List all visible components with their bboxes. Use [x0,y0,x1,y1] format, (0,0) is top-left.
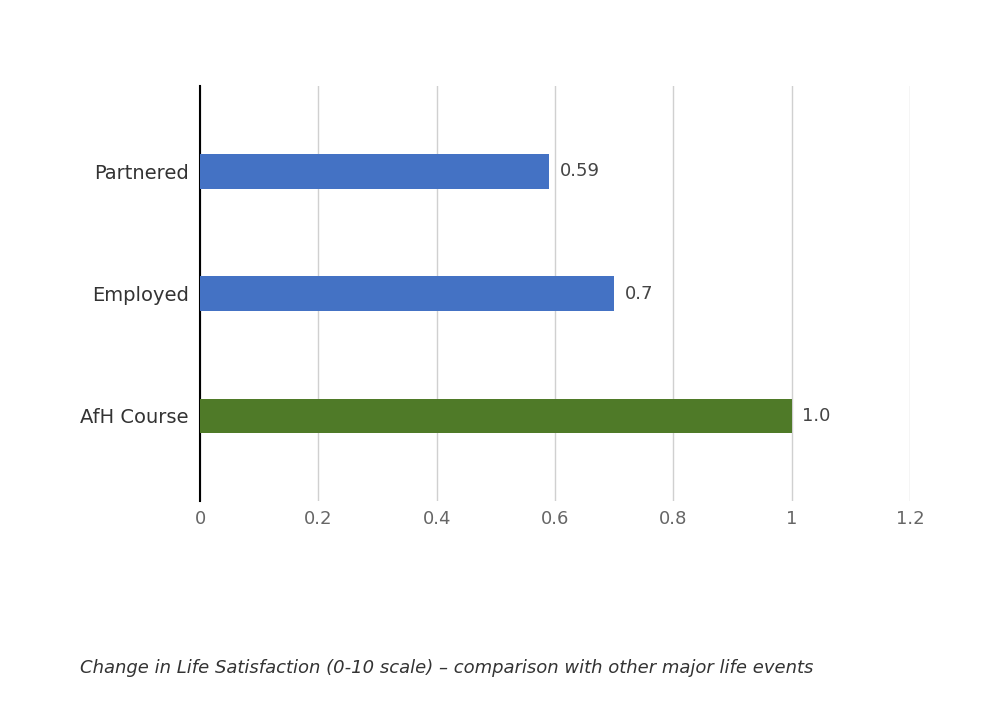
Text: 0.59: 0.59 [560,163,600,180]
Text: 0.7: 0.7 [625,284,653,303]
Bar [200,276,614,311]
Bar [200,399,792,432]
Text: Change in Life Satisfaction (0-10 scale) – comparison with other major life even: Change in Life Satisfaction (0-10 scale)… [80,659,813,677]
Text: 1.0: 1.0 [802,407,831,425]
Bar [200,155,549,188]
